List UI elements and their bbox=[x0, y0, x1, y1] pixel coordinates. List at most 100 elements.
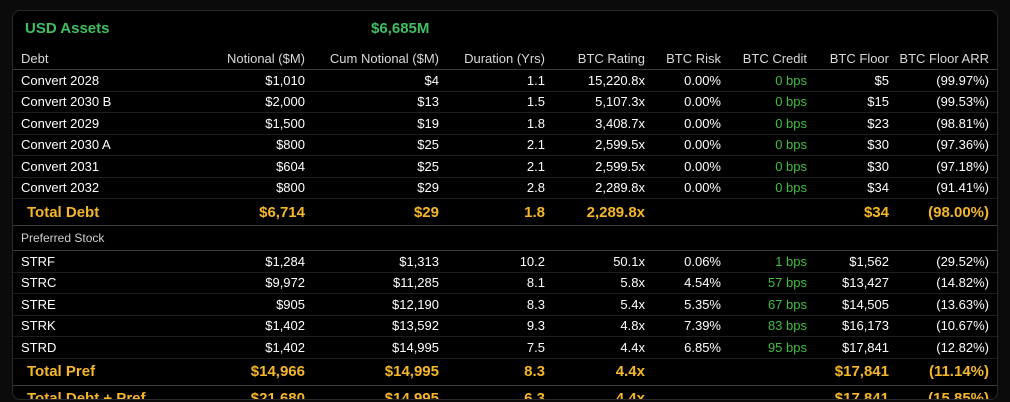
total-label: Total Debt + Pref bbox=[13, 385, 193, 399]
table-row[interactable]: Convert 2032 $800 $29 2.8 2,289.8x 0.00%… bbox=[13, 177, 997, 199]
cell-btc-rating: 15,220.8x bbox=[545, 69, 645, 92]
usd-assets-label: USD Assets bbox=[25, 20, 110, 37]
total-btc-rating: 2,289.8x bbox=[545, 198, 645, 226]
cell-btc-credit: 0 bps bbox=[721, 69, 807, 92]
col-header-notional[interactable]: Notional ($M) bbox=[193, 47, 305, 70]
cell-name: Convert 2032 bbox=[13, 177, 193, 199]
cell-btc-floor: $14,505 bbox=[807, 293, 889, 316]
cell-btc-floor: $17,841 bbox=[807, 336, 889, 359]
cell-btc-risk: 5.35% bbox=[645, 293, 721, 316]
table-row[interactable]: Convert 2030 B $2,000 $13 1.5 5,107.3x 0… bbox=[13, 91, 997, 113]
usd-assets-row: USD Assets $6,685M bbox=[13, 11, 997, 45]
cell-notional: $9,972 bbox=[193, 272, 305, 294]
table-row[interactable]: Convert 2031 $604 $25 2.1 2,599.5x 0.00%… bbox=[13, 155, 997, 178]
cell-btc-floor-arr: (99.53%) bbox=[889, 91, 997, 113]
cell-duration: 2.8 bbox=[439, 177, 545, 199]
total-btc-rating: 4.4x bbox=[545, 358, 645, 386]
col-header-debt[interactable]: Debt bbox=[13, 47, 193, 70]
total-btc-credit bbox=[721, 358, 807, 386]
total-btc-floor: $34 bbox=[807, 198, 889, 226]
table-row[interactable]: STRK $1,402 $13,592 9.3 4.8x 7.39% 83 bp… bbox=[13, 315, 997, 337]
cell-btc-floor-arr: (91.41%) bbox=[889, 177, 997, 199]
cell-btc-risk: 6.85% bbox=[645, 336, 721, 359]
cell-btc-floor: $30 bbox=[807, 134, 889, 156]
cell-btc-credit: 0 bps bbox=[721, 112, 807, 135]
total-btc-rating: 4.4x bbox=[545, 385, 645, 399]
col-header-btc-credit[interactable]: BTC Credit bbox=[721, 47, 807, 70]
cell-btc-floor-arr: (29.52%) bbox=[889, 250, 997, 273]
table-row[interactable]: Convert 2028 $1,010 $4 1.1 15,220.8x 0.0… bbox=[13, 69, 997, 92]
cell-notional: $2,000 bbox=[193, 91, 305, 113]
col-header-btc-risk[interactable]: BTC Risk bbox=[645, 47, 721, 70]
col-header-btc-floor-arr[interactable]: BTC Floor ARR bbox=[889, 47, 997, 70]
cell-btc-risk: 4.54% bbox=[645, 272, 721, 294]
cell-notional: $905 bbox=[193, 293, 305, 316]
cell-btc-floor: $34 bbox=[807, 177, 889, 199]
total-cum-notional: $14,995 bbox=[305, 358, 439, 386]
cell-btc-credit: 1 bps bbox=[721, 250, 807, 273]
cell-btc-credit: 0 bps bbox=[721, 155, 807, 178]
cell-btc-rating: 5,107.3x bbox=[545, 91, 645, 113]
cell-btc-risk: 0.00% bbox=[645, 134, 721, 156]
cell-btc-floor-arr: (99.97%) bbox=[889, 69, 997, 92]
cell-btc-risk: 0.00% bbox=[645, 177, 721, 199]
cell-btc-floor: $13,427 bbox=[807, 272, 889, 294]
cell-duration: 8.3 bbox=[439, 293, 545, 316]
cell-notional: $800 bbox=[193, 177, 305, 199]
cell-notional: $1,402 bbox=[193, 315, 305, 337]
cell-duration: 1.1 bbox=[439, 69, 545, 92]
table-row[interactable]: STRD $1,402 $14,995 7.5 4.4x 6.85% 95 bp… bbox=[13, 336, 997, 359]
cell-btc-rating: 4.4x bbox=[545, 336, 645, 359]
cell-btc-floor-arr: (98.81%) bbox=[889, 112, 997, 135]
cell-name: Convert 2028 bbox=[13, 69, 193, 92]
cell-btc-risk: 0.06% bbox=[645, 250, 721, 273]
cell-cum-notional: $4 bbox=[305, 69, 439, 92]
cell-btc-rating: 5.8x bbox=[545, 272, 645, 294]
cell-cum-notional: $14,995 bbox=[305, 336, 439, 359]
cell-duration: 1.5 bbox=[439, 91, 545, 113]
cell-btc-risk: 0.00% bbox=[645, 112, 721, 135]
cell-notional: $800 bbox=[193, 134, 305, 156]
cell-btc-floor: $23 bbox=[807, 112, 889, 135]
cell-btc-credit: 0 bps bbox=[721, 177, 807, 199]
total-notional: $6,714 bbox=[193, 198, 305, 226]
cell-btc-rating: 5.4x bbox=[545, 293, 645, 316]
total-btc-risk bbox=[645, 358, 721, 386]
cell-btc-rating: 2,599.5x bbox=[545, 155, 645, 178]
cell-btc-rating: 50.1x bbox=[545, 250, 645, 273]
cell-cum-notional: $19 bbox=[305, 112, 439, 135]
preferred-stock-label: Preferred Stock bbox=[13, 225, 997, 251]
cell-name: Convert 2030 A bbox=[13, 134, 193, 156]
cell-duration: 2.1 bbox=[439, 155, 545, 178]
table-row[interactable]: Convert 2030 A $800 $25 2.1 2,599.5x 0.0… bbox=[13, 134, 997, 156]
cell-cum-notional: $29 bbox=[305, 177, 439, 199]
total-duration: 1.8 bbox=[439, 198, 545, 226]
col-header-btc-rating[interactable]: BTC Rating bbox=[545, 47, 645, 70]
usd-assets-value: $6,685M bbox=[371, 20, 430, 37]
table-row[interactable]: STRF $1,284 $1,313 10.2 50.1x 0.06% 1 bp… bbox=[13, 250, 997, 273]
table-row[interactable]: Convert 2029 $1,500 $19 1.8 3,408.7x 0.0… bbox=[13, 112, 997, 135]
total-label: Total Debt bbox=[13, 198, 193, 226]
cell-name: STRK bbox=[13, 315, 193, 337]
total-cum-notional: $14,995 bbox=[305, 385, 439, 399]
total-notional: $21,680 bbox=[193, 385, 305, 399]
cell-btc-credit: 0 bps bbox=[721, 91, 807, 113]
total-debt-pref-row: Total Debt + Pref $21,680 $14,995 6.3 4.… bbox=[13, 385, 997, 399]
cell-btc-floor: $30 bbox=[807, 155, 889, 178]
cell-btc-credit: 57 bps bbox=[721, 272, 807, 294]
total-btc-risk bbox=[645, 198, 721, 226]
cell-btc-rating: 4.8x bbox=[545, 315, 645, 337]
total-btc-credit bbox=[721, 385, 807, 399]
cell-name: Convert 2029 bbox=[13, 112, 193, 135]
col-header-duration[interactable]: Duration (Yrs) bbox=[439, 47, 545, 70]
cell-duration: 1.8 bbox=[439, 112, 545, 135]
col-header-btc-floor[interactable]: BTC Floor bbox=[807, 47, 889, 70]
cell-btc-floor: $15 bbox=[807, 91, 889, 113]
table-row[interactable]: STRE $905 $12,190 8.3 5.4x 5.35% 67 bps … bbox=[13, 293, 997, 316]
cell-btc-floor-arr: (10.67%) bbox=[889, 315, 997, 337]
cell-btc-risk: 0.00% bbox=[645, 155, 721, 178]
col-header-cum-notional[interactable]: Cum Notional ($M) bbox=[305, 47, 439, 70]
total-notional: $14,966 bbox=[193, 358, 305, 386]
cell-cum-notional: $25 bbox=[305, 134, 439, 156]
table-row[interactable]: STRC $9,972 $11,285 8.1 5.8x 4.54% 57 bp… bbox=[13, 272, 997, 294]
